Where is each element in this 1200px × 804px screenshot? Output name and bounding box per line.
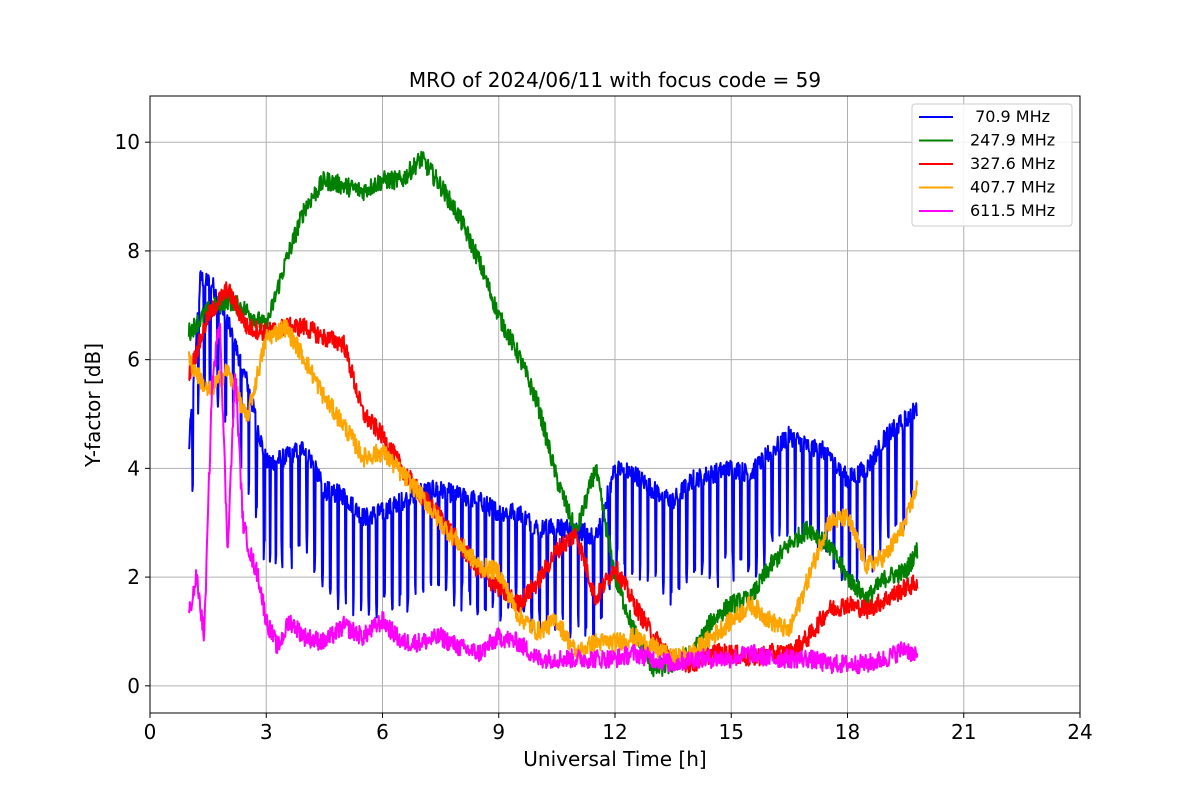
y-tick-label: 10 (115, 130, 140, 154)
legend-box (911, 103, 1073, 227)
y-axis-label: Y-factor [dB] (81, 343, 105, 468)
grid (150, 96, 1080, 713)
x-tick-label: 0 (144, 720, 157, 744)
legend-label: 70.9 MHz (970, 107, 1050, 126)
y-tick-label: 8 (127, 239, 140, 263)
y-tick-label: 4 (127, 456, 140, 480)
y-tick-label: 2 (127, 565, 140, 589)
x-tick-label: 21 (951, 720, 976, 744)
legend: 70.9 MHz 247.9 MHz 327.6 MHz 407.7 MHz 611.5… (911, 103, 1073, 227)
series-line (187, 270, 919, 639)
series-line (187, 319, 919, 668)
legend-label: 407.7 MHz (970, 178, 1055, 197)
x-axis-label: Universal Time [h] (523, 747, 706, 771)
series-layer (187, 150, 919, 678)
x-tick-label: 6 (376, 720, 389, 744)
legend-label: 611.5 MHz (970, 201, 1055, 220)
y-tick-label: 0 (127, 674, 140, 698)
series-line (188, 281, 919, 674)
y-tick-label: 6 (127, 348, 140, 372)
series-line (187, 322, 919, 675)
legend-label: 327.6 MHz (970, 154, 1055, 173)
x-tick-label: 24 (1067, 720, 1092, 744)
x-tick-label: 12 (602, 720, 627, 744)
series-line (187, 150, 919, 678)
chart-title: MRO of 2024/06/11 with focus code = 59 (409, 68, 821, 92)
x-tick-label: 18 (835, 720, 860, 744)
x-tick-label: 9 (492, 720, 505, 744)
x-tick-label: 15 (719, 720, 744, 744)
legend-label: 247.9 MHz (970, 131, 1055, 150)
x-tick-label: 3 (260, 720, 273, 744)
